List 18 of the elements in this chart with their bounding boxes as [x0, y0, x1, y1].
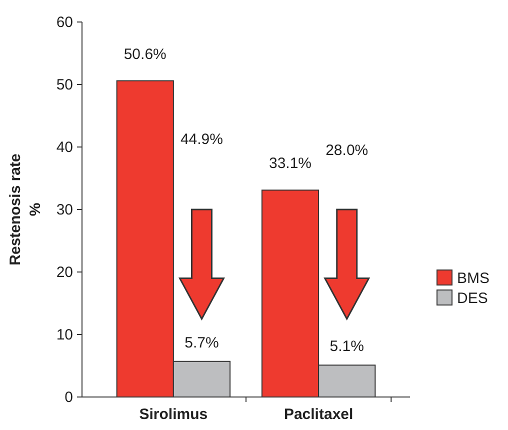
annotation: 28.0%	[326, 142, 368, 160]
y-tick-label: 0	[64, 389, 73, 406]
y-tick-label: 40	[56, 139, 73, 156]
legend-label: DES	[457, 290, 488, 307]
y-tick-label: 60	[56, 14, 73, 31]
annotation: 44.9%	[180, 130, 224, 148]
data-label: 5.7%	[184, 334, 219, 352]
y-tick-label: 50	[56, 76, 73, 94]
y-tick-label: 10	[56, 326, 73, 344]
x-tick-label: Paclitaxel	[284, 406, 354, 423]
data-label: 50.6%	[124, 46, 166, 63]
y-axis-title: Restenosis rate %	[7, 154, 44, 266]
y-tick-label: 20	[56, 264, 73, 281]
legend-label: BMS	[457, 270, 490, 287]
y-tick-label: 30	[56, 202, 73, 218]
data-label: 5.1%	[330, 338, 364, 356]
data-label: 33.1%	[268, 155, 312, 172]
x-tick-label: Sirolimus	[139, 406, 208, 423]
